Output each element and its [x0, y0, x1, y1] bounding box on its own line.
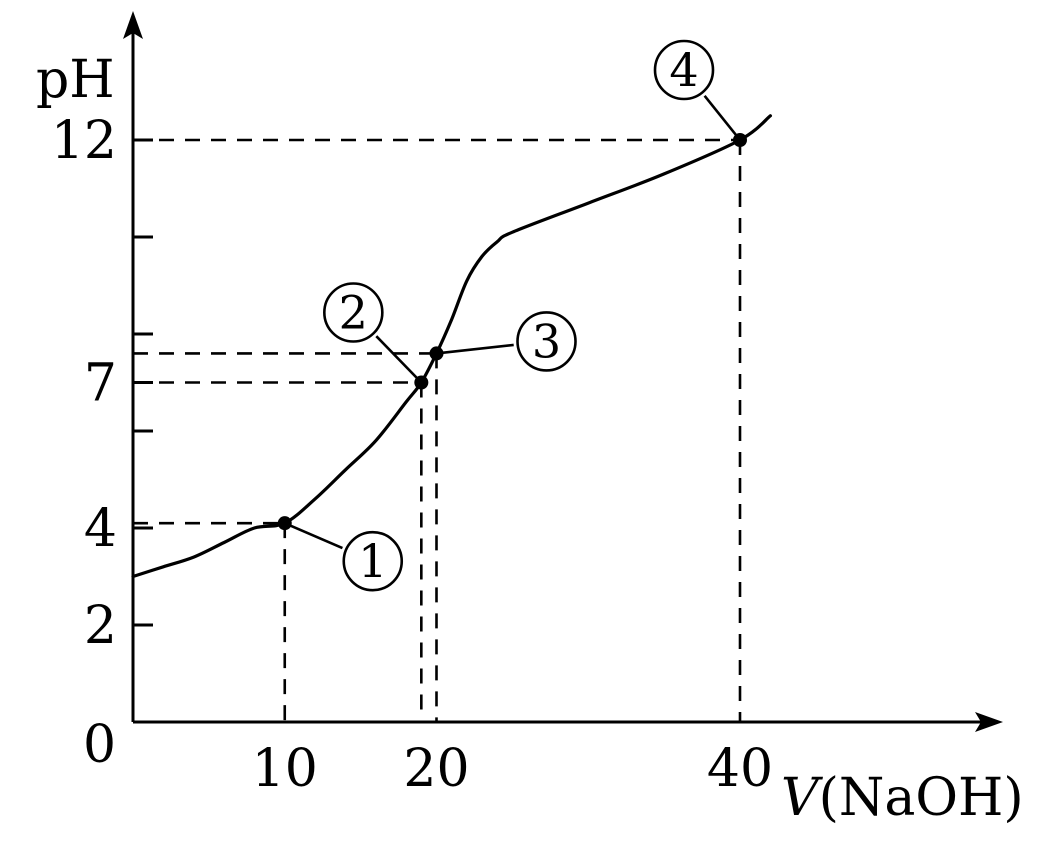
callout-circle-3 — [516, 311, 577, 372]
callout-label-4: 4 — [669, 43, 698, 97]
annotated-points: 1 2 3 4 — [277, 39, 747, 592]
axes — [123, 11, 1003, 732]
data-point-4 — [733, 133, 747, 147]
callout-leader-2 — [375, 335, 423, 384]
callout-label-1: 1 — [358, 534, 387, 588]
x-tick-label-40: 40 — [707, 739, 773, 799]
origin-label: 0 — [83, 715, 116, 775]
x-tick-label-20: 20 — [403, 739, 469, 799]
callout-leader-3 — [436, 343, 514, 355]
x-axis-label: V(NaOH) — [781, 768, 1024, 828]
callout-circle-2 — [323, 282, 384, 343]
y-axis-label: pH — [36, 50, 115, 110]
callout-label-2: 2 — [339, 286, 368, 340]
data-point-1 — [277, 516, 292, 531]
y-axis-arrow — [123, 11, 143, 39]
y-tick-label-4: 4 — [84, 499, 117, 559]
data-point-2 — [414, 375, 429, 390]
ph-curve — [131, 114, 772, 579]
guide-lines — [133, 138, 742, 722]
y-tick-label-12: 12 — [51, 111, 117, 171]
x-axis-label-unit: (NaOH) — [819, 768, 1024, 828]
y-tick-label-7: 7 — [84, 354, 117, 414]
x-axis-arrow — [975, 712, 1003, 732]
axis-labels: pH 0 V(NaOH) — [36, 50, 1024, 828]
y-tick-label-2: 2 — [84, 596, 117, 656]
callout-leader-4 — [703, 94, 742, 141]
callout-circle-4 — [653, 39, 715, 101]
callout-leader-1 — [284, 521, 343, 550]
x-axis-label-var: V — [781, 768, 823, 828]
x-tick-label-10: 10 — [252, 739, 318, 799]
callout-circle-1 — [342, 530, 404, 592]
callout-label-3: 3 — [532, 314, 561, 368]
data-point-3 — [429, 346, 444, 361]
